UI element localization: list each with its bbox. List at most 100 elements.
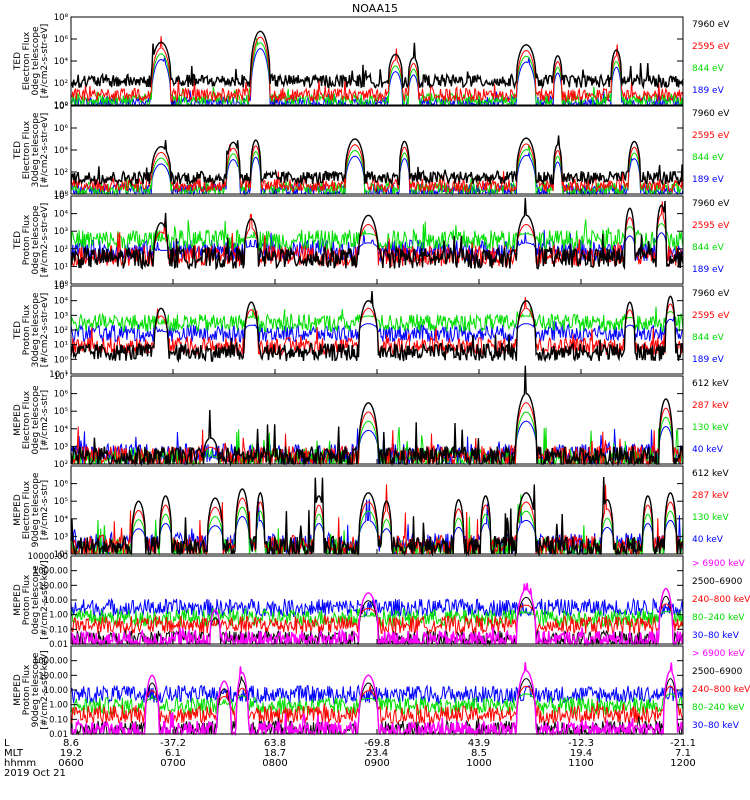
y-tick-label-meped-electron-90deg-2: 10⁴	[54, 515, 69, 525]
series-line-ted-proton-0deg-0	[70, 197, 684, 271]
y-axis-label-meped-proton-0deg-2: 0deg telescope	[31, 565, 41, 635]
y-tick-label-meped-electron-0deg-1: 10³	[54, 442, 68, 452]
legend-entry-ted-electron-30deg-2: 844 eV	[692, 153, 725, 163]
x-tick-label-hhmm-1: 0700	[160, 758, 185, 769]
y-axis-label-ted-proton-0deg-1: Proton Flux	[22, 214, 32, 265]
legend-entry-meped-proton-90deg-3: 80–240 keV	[692, 703, 745, 713]
series-line-meped-electron-90deg-0	[70, 476, 684, 557]
legend-entry-meped-electron-0deg-2: 130 keV	[692, 423, 729, 433]
legend-entry-meped-proton-90deg-4: 30–80 keV	[692, 721, 740, 731]
y-tick-label-meped-proton-0deg-4: 100.00	[38, 581, 68, 591]
legend-entry-ted-proton-0deg-3: 189 eV	[692, 265, 725, 275]
y-tick-label-meped-proton-0deg-1: 0.10	[49, 625, 68, 635]
y-tick-label-meped-electron-0deg-0: 10²	[54, 460, 68, 470]
y-axis-label-ted-proton-30deg-0: TED	[13, 321, 23, 340]
legend-entry-meped-electron-90deg-0: 612 keV	[692, 469, 729, 479]
x-row-label-hhmm: hhmm	[4, 758, 36, 769]
y-tick-label-ted-proton-30deg-4: 10³	[54, 311, 68, 321]
y-tick-label-ted-electron-30deg-4: 10⁸	[54, 102, 69, 112]
series-line-ted-electron-0deg-0	[70, 30, 684, 90]
y-tick-label-ted-electron-0deg-0: 10⁰	[54, 101, 69, 111]
y-axis-label-ted-proton-30deg-1: Proton Flux	[22, 304, 32, 355]
y-tick-label-meped-electron-0deg-4: 10⁶	[54, 390, 69, 400]
y-tick-label-ted-electron-0deg-4: 10⁸	[54, 13, 69, 23]
x-tick-label-MLT-3: 23.4	[366, 748, 388, 759]
y-axis-label-ted-electron-30deg-3: [#/cm2-s-str-eV]	[40, 113, 50, 188]
x-tick-label-hhmm-6: 1200	[670, 758, 695, 769]
y-tick-label-meped-proton-90deg-3: 10.00	[44, 686, 68, 696]
y-tick-label-ted-proton-0deg-2: 10²	[54, 245, 68, 255]
legend-entry-ted-electron-30deg-0: 7960 eV	[692, 109, 730, 119]
y-axis-label-meped-proton-0deg-0: MEPED	[13, 584, 23, 616]
legend-entry-meped-proton-90deg-1: 2500–6900	[692, 667, 743, 677]
x-row-label-MLT: MLT	[4, 748, 24, 759]
y-axis-label-meped-proton-90deg-1: Proton Flux	[22, 664, 32, 715]
series-line-ted-proton-30deg-2	[70, 306, 684, 333]
panel-ted-proton-0deg: 10⁰ 10¹ 10² 10³ 10⁴ 10⁵ TED Proton Flux 0deg tel…	[13, 192, 730, 290]
legend-entry-ted-electron-30deg-3: 189 eV	[692, 175, 725, 185]
y-tick-label-meped-proton-90deg-4: 100.00	[38, 671, 68, 681]
legend-entry-ted-proton-30deg-2: 844 eV	[692, 333, 725, 343]
x-tick-label-hhmm-0: 0600	[58, 758, 83, 769]
y-tick-label-meped-proton-90deg-0: 0.01	[49, 730, 68, 740]
x-tick-label-MLT-0: 19.2	[60, 748, 82, 759]
y-tick-label-meped-proton-0deg-2: 1.00	[49, 611, 68, 621]
series-line-meped-proton-0deg-4	[70, 597, 684, 619]
y-axis-label-ted-electron-0deg-0: TED	[13, 52, 23, 71]
legend-entry-ted-proton-0deg-2: 844 eV	[692, 243, 725, 253]
y-tick-label-meped-electron-0deg-3: 10⁵	[54, 407, 68, 417]
y-tick-label-meped-electron-0deg-5: 10⁷	[54, 372, 69, 382]
panel-meped-electron-90deg: 10² 10³ 10⁴ 10⁵ 10⁶ MEPED Electron Flux 90deg t…	[13, 465, 729, 560]
y-axis-label-ted-proton-30deg-2: 30deg telescope	[31, 292, 41, 367]
legend-entry-ted-electron-0deg-1: 2595 eV	[692, 42, 730, 52]
legend-entry-meped-electron-90deg-3: 40 keV	[692, 535, 724, 545]
y-axis-label-ted-electron-0deg-3: [#/cm2-s-str-eV]	[40, 24, 50, 99]
y-axis-label-meped-electron-90deg-1: Electron Flux	[22, 480, 32, 539]
y-axis-label-ted-electron-30deg-2: 30deg telescope	[31, 112, 41, 187]
y-tick-label-ted-electron-30deg-1: 10²	[54, 168, 68, 178]
y-axis-label-meped-proton-0deg-3: [#/cm2-s-str-keV]	[40, 560, 50, 639]
y-tick-label-meped-electron-90deg-4: 10⁶	[54, 480, 69, 490]
y-axis-label-ted-proton-0deg-3: [#/cm2-s-str-eV]	[40, 203, 50, 278]
legend-entry-meped-proton-0deg-2: 240–800 keV	[692, 595, 750, 605]
y-tick-label-ted-proton-30deg-3: 10²	[54, 326, 68, 336]
y-tick-label-meped-proton-90deg-2: 1.00	[49, 701, 68, 711]
series-line-ted-electron-0deg-1	[71, 36, 684, 104]
x-tick-label-MLT-4: 8.5	[471, 748, 487, 759]
x-tick-label-L-6: -21.1	[670, 738, 696, 749]
x-tick-label-hhmm-2: 0800	[262, 758, 287, 769]
x-tick-label-L-3: -69.8	[364, 738, 390, 749]
y-tick-label-ted-electron-0deg-2: 10⁴	[54, 57, 69, 67]
x-tick-label-L-0: 8.6	[63, 738, 79, 749]
legend-entry-meped-proton-0deg-4: 30–80 keV	[692, 631, 740, 641]
legend-entry-ted-electron-0deg-2: 844 eV	[692, 64, 725, 74]
legend-entry-ted-proton-0deg-0: 7960 eV	[692, 199, 730, 209]
y-axis-label-ted-electron-30deg-0: TED	[13, 141, 23, 160]
y-tick-label-ted-electron-30deg-3: 10⁶	[54, 124, 69, 134]
panel-ted-electron-0deg: 10⁰ 10² 10⁴ 10⁶ 10⁸ TED Electron Flux 0deg tele…	[13, 13, 730, 111]
y-tick-label-meped-proton-0deg-6: 10000.00	[27, 552, 68, 562]
series-line-ted-proton-30deg-0	[70, 290, 684, 363]
date-label: 2019 Oct 21	[4, 768, 66, 779]
x-tick-label-MLT-5: 19.4	[570, 748, 592, 759]
legend-entry-meped-proton-90deg-0: > 6900 keV	[692, 649, 746, 659]
y-tick-label-ted-electron-30deg-2: 10⁴	[54, 146, 69, 156]
legend-entry-meped-proton-0deg-1: 2500–6900	[692, 577, 743, 587]
legend-entry-ted-proton-0deg-1: 2595 eV	[692, 221, 730, 231]
y-axis-label-ted-electron-30deg-1: Electron Flux	[22, 120, 32, 179]
y-tick-label-ted-proton-30deg-1: 10⁰	[54, 355, 69, 365]
panel-meped-proton-0deg: 0.01 0.10 1.00 10.00 100.00 1000.00 10000.00 ME…	[13, 552, 750, 650]
y-axis-label-ted-proton-0deg-2: 0deg telescope	[31, 205, 41, 275]
panel-meped-electron-0deg: 10² 10³ 10⁴ 10⁵ 10⁶ 10⁷ MEPED Electron Flux 0deg…	[13, 365, 729, 470]
legend-entry-meped-proton-90deg-2: 240–800 keV	[692, 685, 750, 695]
y-axis-label-meped-electron-0deg-2: 0deg telescope	[31, 385, 41, 455]
x-tick-label-MLT-6: 7.1	[675, 748, 691, 759]
series-line-meped-proton-90deg-4	[70, 684, 684, 705]
legend-entry-ted-electron-30deg-1: 2595 eV	[692, 131, 730, 141]
legend-entry-meped-electron-90deg-2: 130 keV	[692, 513, 729, 523]
chart-title: NOAA15	[352, 2, 398, 15]
y-tick-label-ted-electron-0deg-3: 10⁶	[54, 35, 69, 45]
y-axis-label-meped-electron-0deg-0: MEPED	[13, 404, 23, 436]
y-tick-label-ted-proton-30deg-6: 10⁵	[54, 282, 68, 292]
